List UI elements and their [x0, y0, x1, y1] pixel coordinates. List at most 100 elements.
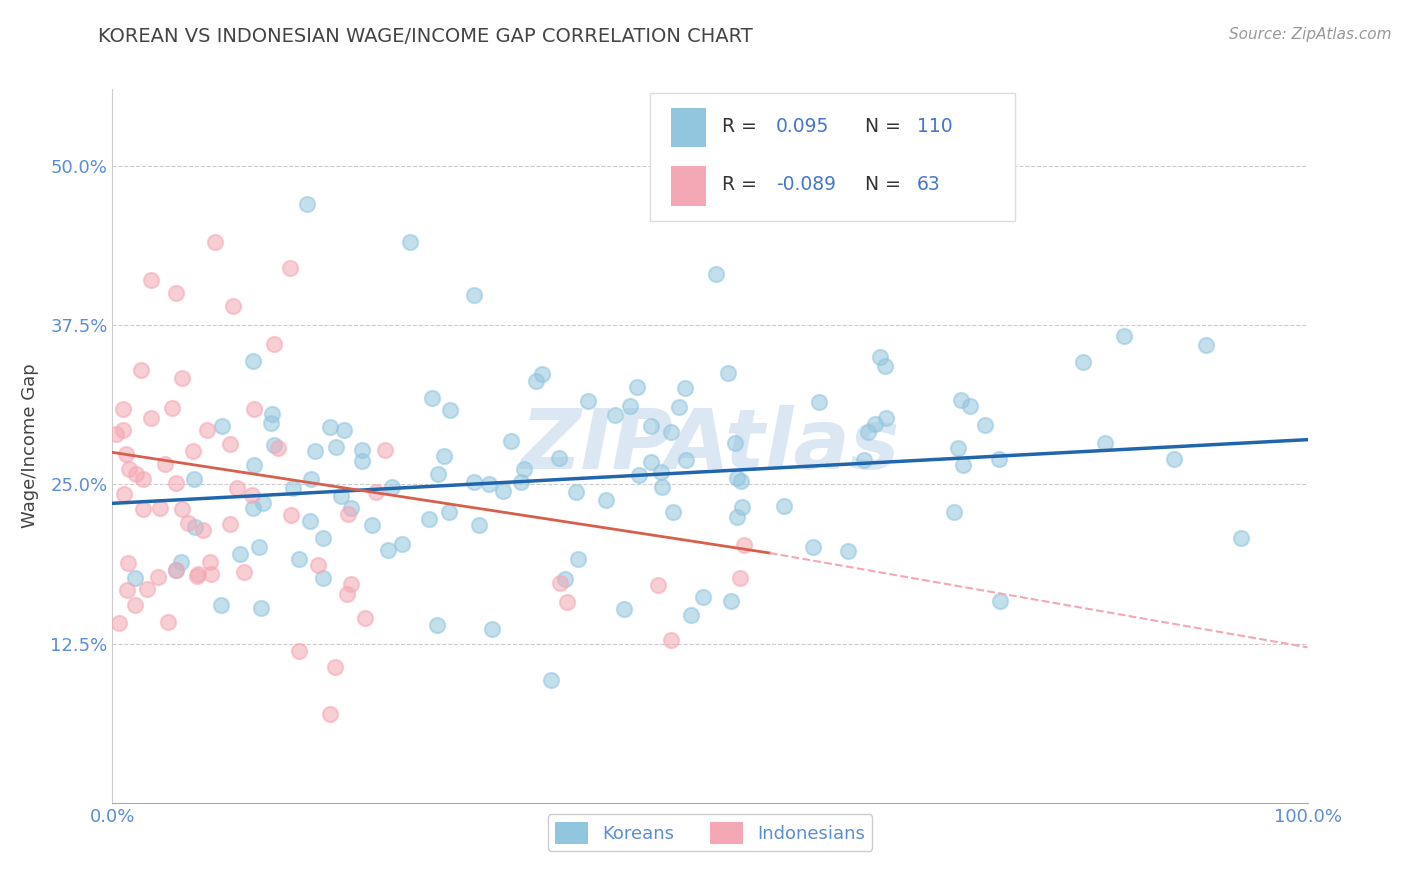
Point [165, 563, 187, 577]
Point [1114, 328, 1136, 343]
Text: KOREAN VS INDONESIAN WAGE/INCOME GAP CORRELATION CHART: KOREAN VS INDONESIAN WAGE/INCOME GAP COR… [98, 27, 754, 45]
Point [339, 576, 361, 591]
Point [576, 393, 599, 408]
Point [193, 523, 215, 537]
Point [725, 510, 748, 524]
Point [640, 419, 662, 434]
Point [564, 485, 586, 500]
Text: 63: 63 [917, 176, 941, 194]
Point [108, 615, 131, 630]
Point [160, 401, 183, 416]
Bar [671, 166, 706, 205]
Point [478, 476, 501, 491]
Point [187, 567, 209, 582]
Point [875, 410, 897, 425]
Point [863, 417, 886, 431]
Point [728, 571, 751, 585]
Bar [671, 108, 706, 147]
Point [124, 598, 146, 612]
Point [222, 299, 245, 313]
Point [319, 419, 342, 434]
Text: R =: R = [723, 117, 756, 136]
Text: -0.089: -0.089 [776, 176, 835, 194]
Point [374, 442, 396, 457]
Point [115, 447, 138, 461]
Point [278, 260, 301, 275]
Point [247, 541, 270, 555]
Point [675, 453, 697, 467]
Point [731, 500, 754, 515]
Point [512, 461, 534, 475]
Point [433, 449, 456, 463]
Point [165, 475, 187, 490]
Point [361, 518, 384, 533]
Point [801, 541, 824, 555]
Point [501, 434, 523, 449]
Point [1094, 436, 1116, 450]
Point [262, 407, 284, 421]
Point [226, 481, 249, 495]
Point [949, 393, 972, 408]
Point [481, 622, 503, 636]
Point [280, 508, 302, 522]
Point [651, 480, 673, 494]
Point [873, 359, 896, 373]
Point [567, 551, 589, 566]
Point [952, 458, 974, 472]
Point [1195, 338, 1218, 352]
Point [287, 644, 309, 658]
Point [354, 611, 377, 625]
Point [131, 502, 153, 516]
Point [184, 520, 207, 534]
Point [200, 566, 222, 581]
Point [808, 394, 831, 409]
Point [974, 417, 997, 432]
Point [613, 602, 636, 616]
Point [325, 440, 347, 454]
Point [229, 547, 252, 561]
Point [352, 442, 374, 457]
Point [662, 504, 685, 518]
Point [153, 457, 176, 471]
Point [118, 461, 141, 475]
Point [959, 399, 981, 413]
Point [233, 565, 256, 579]
Point [426, 467, 449, 481]
Point [177, 516, 200, 530]
Point [172, 371, 194, 385]
Point [418, 512, 440, 526]
Point [352, 453, 374, 467]
Point [724, 436, 747, 450]
Point [198, 556, 221, 570]
Point [125, 467, 148, 481]
Point [659, 633, 682, 648]
Point [627, 468, 650, 483]
Point [509, 475, 531, 489]
Point [550, 575, 572, 590]
Point [619, 399, 641, 413]
Point [124, 571, 146, 585]
Point [312, 571, 335, 585]
Point [243, 458, 266, 473]
Point [463, 288, 485, 302]
Point [673, 381, 696, 395]
Point [312, 531, 335, 545]
Point [1163, 451, 1185, 466]
Point [869, 350, 891, 364]
Point [195, 423, 218, 437]
Point [219, 437, 242, 451]
Point [170, 555, 193, 569]
Point [853, 452, 876, 467]
Y-axis label: Wage/Income Gap: Wage/Income Gap [21, 364, 39, 528]
Point [439, 403, 461, 417]
Point [468, 517, 491, 532]
Point [679, 608, 702, 623]
Point [165, 286, 187, 301]
Point [132, 472, 155, 486]
Point [524, 375, 547, 389]
Point [287, 552, 309, 566]
Point [183, 472, 205, 486]
Point [339, 500, 361, 515]
Point [391, 537, 413, 551]
Point [136, 582, 159, 597]
